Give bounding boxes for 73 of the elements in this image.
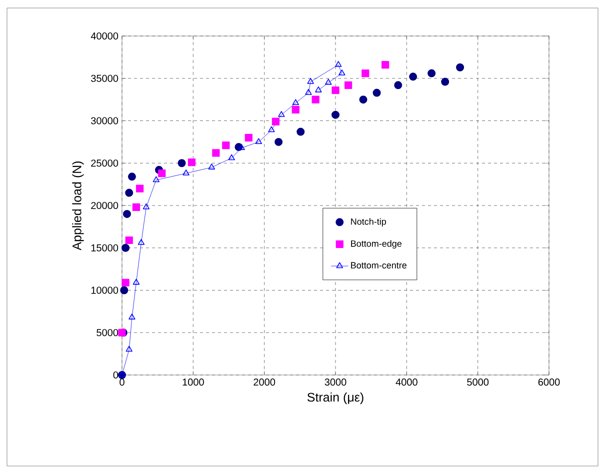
x-tick-label: 3000 xyxy=(324,378,346,386)
y-tick-label: 20000 xyxy=(91,202,118,210)
point xyxy=(132,278,140,285)
point xyxy=(359,96,368,104)
point xyxy=(332,86,340,94)
point xyxy=(244,134,252,142)
point xyxy=(428,69,436,78)
point xyxy=(456,63,464,72)
y-tick-label: 30000 xyxy=(91,117,118,124)
point xyxy=(122,278,130,286)
point xyxy=(142,203,150,210)
point xyxy=(394,81,402,90)
point xyxy=(307,78,314,84)
point xyxy=(158,169,166,178)
point xyxy=(409,72,418,81)
point xyxy=(332,110,340,119)
point xyxy=(278,111,285,117)
x-tick-label: 4000 xyxy=(396,378,418,386)
y-tick-label: 35000 xyxy=(91,74,118,82)
y-tick-label: 25000 xyxy=(91,160,118,167)
point xyxy=(292,99,299,106)
point xyxy=(208,164,216,170)
point xyxy=(274,138,283,146)
point xyxy=(362,69,370,78)
x-tick-label: 6000 xyxy=(538,378,560,386)
point xyxy=(344,81,352,89)
y-tick-label: 5000 xyxy=(96,329,118,336)
legend-label: Bottom-centre xyxy=(351,262,406,268)
x-tick-label: 5000 xyxy=(467,378,489,386)
point xyxy=(312,96,320,104)
point xyxy=(126,346,132,352)
legend-label: Bottom-edge xyxy=(351,240,402,249)
legend-label: Notch-tip xyxy=(351,218,386,227)
point xyxy=(255,138,262,144)
point xyxy=(305,88,312,95)
point xyxy=(132,203,140,211)
point xyxy=(338,69,346,76)
x-tick-label: 1000 xyxy=(182,378,204,386)
point xyxy=(128,172,136,181)
point xyxy=(222,142,230,150)
y-tick-label: 0 xyxy=(113,371,118,379)
point xyxy=(292,106,300,114)
y-tick-label: 10000 xyxy=(91,286,118,294)
point xyxy=(268,126,275,132)
point xyxy=(128,314,136,320)
point xyxy=(272,118,280,126)
point xyxy=(382,61,390,69)
point xyxy=(212,149,220,157)
y-axis-title: Applied load (N) xyxy=(72,161,84,250)
x-tick-label: 2000 xyxy=(254,378,276,386)
point xyxy=(372,88,381,97)
y-tick-label: 40000 xyxy=(90,32,118,40)
point xyxy=(238,144,245,150)
point xyxy=(178,159,186,168)
point xyxy=(441,78,450,86)
point xyxy=(188,158,196,166)
point xyxy=(335,61,342,67)
point xyxy=(122,210,131,218)
point xyxy=(122,244,130,252)
point xyxy=(325,78,332,85)
point xyxy=(315,86,322,92)
point xyxy=(228,154,235,160)
point xyxy=(125,236,133,244)
x-tick-label: 0 xyxy=(120,378,124,386)
point xyxy=(120,286,128,294)
point xyxy=(136,184,144,192)
point xyxy=(138,238,145,245)
point xyxy=(296,128,305,136)
point xyxy=(182,169,190,176)
y-tick-label: 15000 xyxy=(91,244,118,252)
x-axis-title: Strain (με) xyxy=(307,392,364,404)
point xyxy=(125,188,134,197)
point xyxy=(152,176,160,182)
